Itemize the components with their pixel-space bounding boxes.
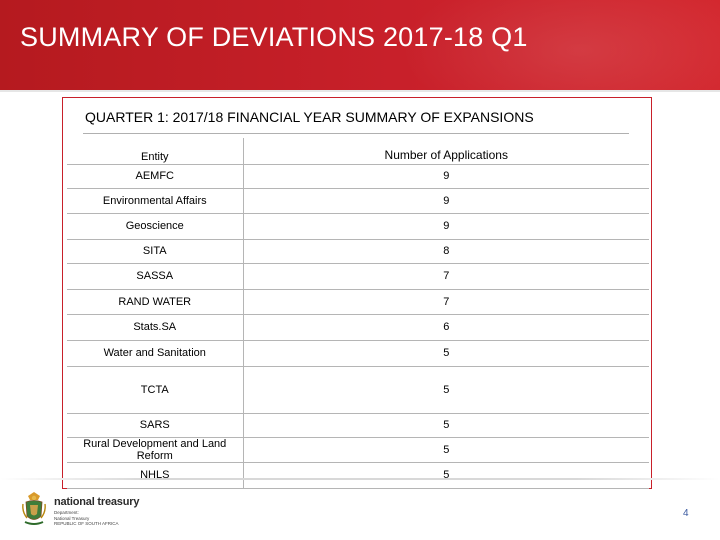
- entity-cell: Geoscience: [67, 213, 244, 240]
- entity-cell: SASSA: [67, 263, 244, 290]
- entity-cell: SARS: [67, 413, 244, 438]
- count-cell: 6: [243, 314, 649, 341]
- coat-of-arms-icon: [22, 492, 46, 525]
- table-row: NHLS 5: [67, 462, 649, 489]
- count-cell: 8: [243, 239, 649, 264]
- deviations-table-frame: QUARTER 1: 2017/18 FINANCIAL YEAR SUMMAR…: [62, 97, 652, 489]
- entity-cell: NHLS: [67, 462, 244, 489]
- table-row: RAND WATER 7: [67, 289, 649, 315]
- entity-cell: Rural Development and Land Reform: [67, 437, 244, 463]
- count-cell: 9: [243, 213, 649, 240]
- table-header-row: Entity Number of Applications: [67, 138, 649, 165]
- slide-title: SUMMARY OF DEVIATIONS 2017-18 Q1: [20, 22, 528, 52]
- deviations-table: Entity Number of Applications AEMFC 9 Envi…: [67, 138, 649, 489]
- table-row: Rural Development and Land Reform 5: [67, 437, 649, 463]
- table-row: SARS 5: [67, 413, 649, 438]
- entity-cell: TCTA: [67, 366, 244, 414]
- table-row: Geoscience 9: [67, 213, 649, 240]
- national-treasury-logo: national treasury Department: National T…: [20, 490, 160, 530]
- header-entity: Entity: [67, 138, 244, 165]
- table-row: SASSA 7: [67, 263, 649, 290]
- count-cell: 5: [243, 437, 649, 463]
- count-cell: 7: [243, 263, 649, 290]
- footer-divider: [0, 478, 720, 480]
- count-cell: 9: [243, 188, 649, 214]
- table-caption: QUARTER 1: 2017/18 FINANCIAL YEAR SUMMAR…: [83, 106, 629, 134]
- table-row: SITA 8: [67, 239, 649, 264]
- logo-sub-line-1: Department:: [54, 510, 79, 515]
- logo-title: national treasury: [54, 496, 140, 508]
- count-cell: 7: [243, 289, 649, 315]
- count-cell: 9: [243, 164, 649, 189]
- entity-cell: SITA: [67, 239, 244, 264]
- count-cell: 5: [243, 462, 649, 489]
- table-caption-text: QUARTER 1: 2017/18 FINANCIAL YEAR SUMMAR…: [85, 109, 534, 125]
- entity-cell: AEMFC: [67, 164, 244, 189]
- count-cell: 5: [243, 340, 649, 367]
- table-row: Stats.SA 6: [67, 314, 649, 341]
- entity-cell: Water and Sanitation: [67, 340, 244, 367]
- entity-cell: Environmental Affairs: [67, 188, 244, 214]
- page-number: 4: [683, 508, 689, 519]
- title-bar: SUMMARY OF DEVIATIONS 2017-18 Q1: [0, 0, 720, 90]
- logo-sub-line-3: REPUBLIC OF SOUTH AFRICA: [54, 521, 119, 526]
- table-body: AEMFC 9 Environmental Affairs 9 Geoscience 9 S…: [67, 164, 649, 489]
- logo-sub-line-2: National Treasury: [54, 515, 90, 521]
- table-row: TCTA 5: [67, 366, 649, 414]
- logo-subtitle: Department: National Treasury REPUBLIC O…: [54, 510, 164, 527]
- entity-cell: Stats.SA: [67, 314, 244, 341]
- count-cell: 5: [243, 413, 649, 438]
- table-row: Environmental Affairs 9: [67, 188, 649, 214]
- table-row: Water and Sanitation 5: [67, 340, 649, 367]
- table-row: AEMFC 9: [67, 164, 649, 189]
- header-count: Number of Applications: [243, 138, 649, 165]
- title-underline: [0, 90, 720, 92]
- count-cell: 5: [243, 366, 649, 414]
- entity-cell: RAND WATER: [67, 289, 244, 315]
